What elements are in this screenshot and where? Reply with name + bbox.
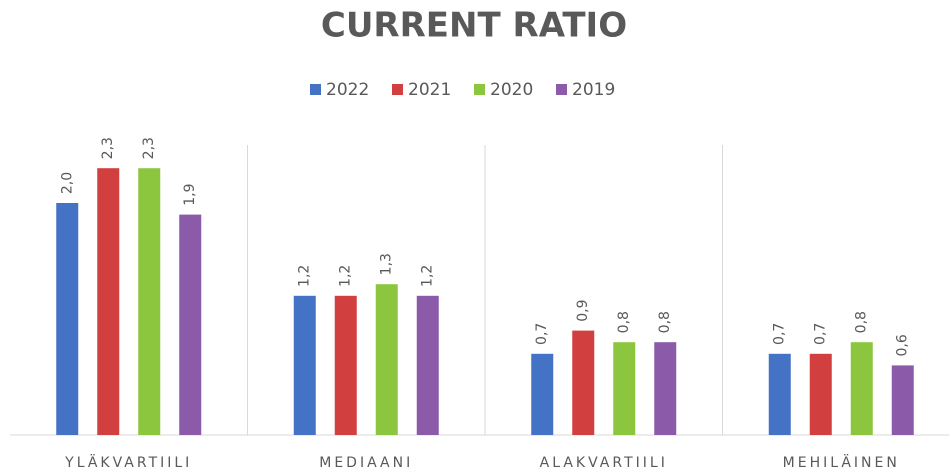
bar xyxy=(375,284,398,435)
value-label: 2,0 xyxy=(59,172,75,194)
x-tick-label: ALAKVARTIILI xyxy=(540,455,668,471)
value-label: 0,7 xyxy=(772,323,788,345)
legend-swatch xyxy=(392,84,403,95)
value-label: 2,3 xyxy=(100,137,116,159)
legend-swatch xyxy=(556,84,567,95)
value-label: 1,2 xyxy=(297,265,313,287)
value-label: 0,9 xyxy=(575,299,591,321)
value-label: 1,9 xyxy=(182,183,198,205)
value-label: 0,8 xyxy=(657,311,673,333)
value-label: 1,3 xyxy=(379,253,395,275)
legend-label: 2021 xyxy=(408,80,451,100)
x-tick-label: YLÄKVARTIILI xyxy=(64,453,192,471)
bar xyxy=(97,168,120,435)
bar xyxy=(293,295,316,435)
bar xyxy=(416,295,439,435)
value-label: 1,2 xyxy=(338,265,354,287)
value-label: 0,8 xyxy=(854,311,870,333)
value-label: 0,8 xyxy=(616,311,632,333)
value-label: 0,6 xyxy=(895,334,911,356)
value-label: 0,7 xyxy=(813,323,829,345)
bar xyxy=(138,168,161,435)
x-tick-label: MEDIAANI xyxy=(319,455,413,471)
bar xyxy=(56,203,79,435)
value-label: 2,3 xyxy=(141,137,157,159)
bar xyxy=(179,214,202,435)
legend-swatch xyxy=(310,84,321,95)
bar xyxy=(531,353,554,435)
legend-label: 2022 xyxy=(326,80,369,100)
bar xyxy=(613,342,636,435)
legend-label: 2019 xyxy=(572,80,615,100)
bar xyxy=(850,342,873,435)
legend-swatch xyxy=(474,84,485,95)
bar xyxy=(891,365,914,435)
value-label: 1,2 xyxy=(420,265,436,287)
value-label: 0,7 xyxy=(534,323,550,345)
bar xyxy=(768,353,791,435)
chart-title: CURRENT RATIO xyxy=(321,6,627,46)
bar xyxy=(334,295,357,435)
bar xyxy=(654,342,677,435)
bar xyxy=(809,353,832,435)
legend-label: 2020 xyxy=(490,80,533,100)
bar xyxy=(572,330,595,435)
x-tick-label: MEHILÄINEN xyxy=(783,453,900,471)
